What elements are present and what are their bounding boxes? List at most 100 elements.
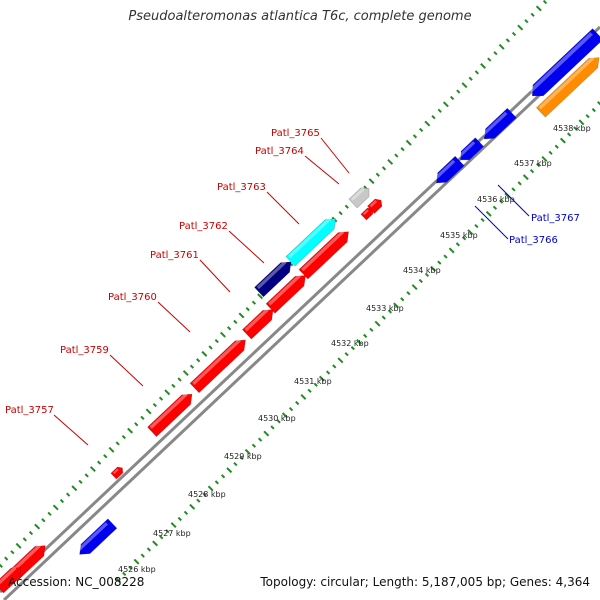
- scale-label: 4529 kbp: [224, 452, 262, 461]
- gene-patl-3763-shape: [298, 231, 349, 280]
- gc-tick: [338, 211, 343, 216]
- scale-label: 4530 kbp: [258, 414, 296, 423]
- gene-labels: Patl_3757 Patl_3759 Patl_3760 Patl_3761 Patl…: [5, 128, 580, 416]
- gc-tick: [115, 441, 120, 446]
- gc-tick: [356, 339, 362, 345]
- gene-patl-3762-shape: [265, 275, 306, 314]
- gc-tick: [238, 312, 245, 319]
- gc-tick: [233, 319, 238, 324]
- gc-tick: [437, 108, 442, 113]
- gene-label: Patl_3759: [60, 345, 109, 356]
- gc-content-ticks: [0, 0, 600, 583]
- gene-features: [0, 28, 600, 594]
- gene-patl-3763-navy-shape: [254, 261, 292, 298]
- gene-rev-a: [77, 518, 118, 555]
- gc-tick: [182, 370, 189, 377]
- scale-label: 4537 kbp: [514, 159, 552, 168]
- gc-tick: [449, 95, 455, 101]
- gc-tick: [394, 153, 399, 158]
- gene-patl-3760-highlight: [192, 338, 242, 385]
- gc-tick: [578, 119, 585, 126]
- gc-tick: [485, 210, 492, 217]
- gc-tick: [183, 510, 189, 515]
- scale-label: 4533 kbp: [366, 304, 404, 313]
- gc-tick: [196, 358, 201, 363]
- leader-line: [474, 205, 509, 240]
- gc-tick: [258, 437, 263, 442]
- gene-patl-3763-highlight: [301, 230, 345, 272]
- gc-tick: [498, 43, 505, 50]
- gc-tick: [22, 537, 27, 542]
- gc-tick: [487, 57, 492, 62]
- gc-tick: [233, 461, 238, 467]
- gc-tick: [541, 155, 548, 162]
- gene-label: Patl_3761: [150, 250, 199, 261]
- gc-tick: [492, 205, 498, 210]
- gc-tick: [505, 38, 510, 43]
- gc-tick: [369, 327, 374, 332]
- gc-tick: [424, 120, 431, 127]
- gc-tick: [270, 425, 275, 430]
- gc-tick: [245, 306, 250, 312]
- gene-rev-b-shape: [483, 107, 517, 140]
- gc-tick: [41, 518, 46, 523]
- leader-line: [53, 414, 89, 446]
- gc-tick: [108, 446, 115, 453]
- leader-line: [304, 155, 340, 185]
- gc-tick: [375, 172, 380, 177]
- gc-tick: [387, 309, 393, 314]
- gc-tick: [226, 467, 233, 474]
- gc-tick: [300, 393, 307, 400]
- leader-line: [157, 301, 191, 333]
- gc-tick: [128, 565, 133, 570]
- gc-tick: [170, 522, 177, 529]
- gc-tick: [164, 389, 171, 396]
- gc-tick: [442, 101, 449, 108]
- gc-tick: [597, 101, 600, 106]
- leader-line: [266, 191, 300, 225]
- scale-label: 4538 kbp: [553, 124, 591, 133]
- gc-tick: [381, 166, 387, 171]
- gc-tick: [134, 422, 139, 427]
- gene-patl-3765: [348, 187, 370, 209]
- gene-patl-3760-shape: [189, 339, 246, 394]
- gc-tick: [220, 331, 226, 338]
- gc-tick: [418, 278, 423, 284]
- gc-tick: [530, 12, 535, 17]
- gc-tick: [474, 223, 479, 229]
- scale-label: 4528 kbp: [188, 490, 226, 499]
- gc-tick: [419, 127, 424, 133]
- gc-tick: [363, 333, 368, 339]
- gc-tick: [461, 236, 467, 241]
- gc-tick: [122, 571, 127, 577]
- gene-rev-b: [481, 107, 517, 140]
- gene-patl-3761-highlight: [244, 308, 269, 332]
- gc-tick: [10, 550, 15, 555]
- gc-tick: [554, 144, 559, 149]
- gc-tick: [121, 434, 126, 440]
- gc-tick: [263, 430, 270, 437]
- gc-tick: [566, 132, 572, 137]
- gc-tick: [374, 320, 381, 327]
- gc-tick: [480, 63, 487, 69]
- gc-tick: [189, 364, 195, 369]
- gc-tick: [251, 443, 257, 448]
- gc-tick: [208, 345, 213, 350]
- leader-line: [228, 230, 265, 264]
- gene-patl-3757-highlight: [113, 468, 119, 475]
- gene-label: Patl_3760: [108, 292, 157, 303]
- gc-tick: [66, 492, 71, 497]
- gc-tick: [344, 204, 349, 209]
- gc-tick: [171, 383, 176, 388]
- gc-tick: [411, 284, 418, 291]
- gc-tick: [146, 547, 152, 552]
- gene-rev-c-highlight: [529, 32, 593, 93]
- gene-rev-c-shape: [531, 28, 600, 97]
- gc-tick: [337, 357, 344, 364]
- gc-tick: [573, 126, 578, 131]
- gene-patl-3756-highlight: [12, 544, 41, 572]
- gc-tick: [400, 147, 405, 152]
- gc-tick: [159, 535, 164, 540]
- gc-tick: [288, 407, 294, 412]
